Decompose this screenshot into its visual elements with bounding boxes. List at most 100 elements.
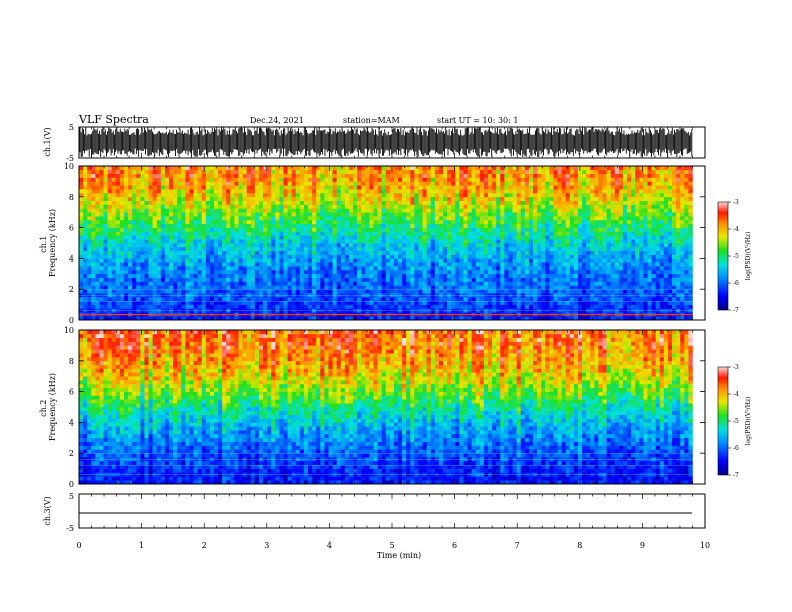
spectrogram-cell bbox=[553, 250, 558, 255]
spectrogram-cell bbox=[643, 266, 648, 271]
spectrogram-cell bbox=[557, 269, 562, 275]
spectrogram-cell bbox=[492, 262, 497, 267]
spectrogram-cell bbox=[258, 296, 264, 302]
spectrogram-cell bbox=[663, 208, 669, 213]
spectrogram-cell bbox=[537, 216, 542, 221]
spectrogram-cell bbox=[148, 296, 153, 302]
station-label: station=MAM bbox=[343, 116, 400, 125]
spectrogram-cell bbox=[406, 246, 411, 251]
spectrogram-cell bbox=[197, 243, 202, 248]
spectrogram-cell bbox=[234, 227, 239, 232]
spectrogram-cell bbox=[377, 289, 382, 294]
spectrogram-cell bbox=[324, 281, 329, 286]
spectrogram-cell bbox=[528, 231, 534, 236]
spectrogram-cell bbox=[361, 304, 366, 309]
spectrogram-cell bbox=[655, 285, 661, 290]
spectrogram-cell bbox=[410, 258, 415, 263]
spectrogram-cell bbox=[377, 239, 382, 244]
spectrogram-cell bbox=[647, 296, 652, 302]
spectrogram-cell bbox=[553, 243, 558, 248]
spectrogram-cell bbox=[238, 273, 243, 278]
spectrogram-cell bbox=[140, 231, 145, 236]
spectrogram-cell bbox=[434, 208, 440, 213]
spectrogram-cell bbox=[590, 266, 595, 271]
spectrogram-cell bbox=[496, 250, 501, 255]
spectrogram-cell bbox=[283, 289, 288, 294]
spectrogram-cell bbox=[168, 273, 174, 278]
spectrogram-cell bbox=[303, 246, 309, 251]
spectrogram-cell bbox=[430, 231, 436, 236]
spectrogram-cell bbox=[332, 316, 337, 321]
spectrogram-cell bbox=[295, 281, 301, 286]
spectrogram-cell bbox=[618, 219, 624, 225]
spectrogram-cell bbox=[590, 235, 595, 240]
spectrogram-cell bbox=[443, 243, 448, 248]
spectrogram-cell bbox=[520, 296, 526, 302]
spectrogram-cell bbox=[398, 304, 403, 309]
spectrogram-cell bbox=[373, 266, 378, 271]
spectrogram-cell bbox=[320, 208, 325, 213]
spectrogram-cell bbox=[573, 277, 579, 282]
spectrogram-cell bbox=[549, 208, 554, 213]
spectrogram-cell bbox=[263, 250, 268, 255]
spectrogram-cell bbox=[173, 277, 178, 282]
spectrogram-cell bbox=[353, 250, 358, 255]
spectrogram-cell bbox=[308, 235, 313, 240]
spectrogram-cell bbox=[312, 208, 317, 213]
spectrogram-cell bbox=[512, 258, 517, 263]
spectrogram-cell bbox=[132, 281, 137, 286]
spectrogram-cell bbox=[483, 216, 489, 221]
spectrogram-cell bbox=[123, 250, 129, 255]
spectrogram-cell bbox=[663, 273, 669, 278]
spectrogram-cell bbox=[410, 254, 415, 259]
spectrogram-cell bbox=[357, 262, 362, 267]
spectrogram-cell bbox=[438, 223, 444, 228]
spectrogram-cell bbox=[238, 254, 243, 259]
spectrogram-cell bbox=[586, 273, 591, 278]
spectrogram-cell bbox=[459, 285, 464, 290]
spectrogram-cell bbox=[357, 277, 362, 282]
spectrogram-cell bbox=[254, 285, 260, 290]
spectrogram-cell bbox=[123, 204, 129, 209]
spectrogram-cell bbox=[189, 262, 194, 267]
spectrogram-cell bbox=[279, 296, 284, 302]
spectrogram-cell bbox=[582, 235, 587, 240]
spectrogram-cell bbox=[173, 246, 178, 251]
spectrogram-cell bbox=[83, 223, 88, 228]
spectrogram-cell bbox=[663, 212, 669, 217]
spectrogram-cell bbox=[83, 227, 88, 232]
spectrogram-cell bbox=[389, 250, 395, 255]
spectrogram-cell bbox=[295, 212, 301, 217]
spectrogram-cell bbox=[537, 246, 542, 251]
spectrogram-cell bbox=[398, 235, 403, 240]
spectrogram-cell bbox=[168, 289, 174, 294]
spectrogram-cell bbox=[336, 208, 342, 213]
spectrogram-cell bbox=[246, 277, 252, 282]
spectrogram-cell bbox=[185, 239, 190, 244]
spectrogram-cell bbox=[631, 246, 636, 251]
spectrogram-cell bbox=[344, 285, 350, 290]
spectrogram-cell bbox=[414, 262, 419, 267]
spectrogram-cell bbox=[381, 208, 387, 213]
spectrogram-cell bbox=[684, 227, 689, 232]
spectrogram-cell bbox=[263, 277, 268, 282]
spectrogram-cell bbox=[258, 262, 264, 267]
spectrogram-cell bbox=[324, 212, 329, 217]
spectrogram-cell bbox=[545, 243, 550, 248]
spectrogram-cell bbox=[496, 262, 501, 267]
spectrogram-cell bbox=[91, 254, 96, 259]
spectrogram-cell bbox=[242, 304, 247, 309]
spectrogram-cell bbox=[688, 219, 693, 225]
spectrogram-cell bbox=[561, 304, 566, 309]
spectrogram-cell bbox=[594, 208, 599, 213]
spectrogram-cell bbox=[193, 208, 198, 213]
spectrogram-cell bbox=[209, 258, 215, 263]
spectrogram-cell bbox=[463, 281, 468, 286]
spectrogram-cell bbox=[577, 296, 583, 302]
spectrogram-cell bbox=[332, 289, 337, 294]
spectrogram-cell bbox=[181, 304, 186, 309]
spectrogram-cell bbox=[487, 239, 493, 244]
spectrogram-cell bbox=[156, 204, 162, 209]
spectrogram-cell bbox=[627, 304, 632, 309]
spectrogram-cell bbox=[528, 266, 534, 271]
